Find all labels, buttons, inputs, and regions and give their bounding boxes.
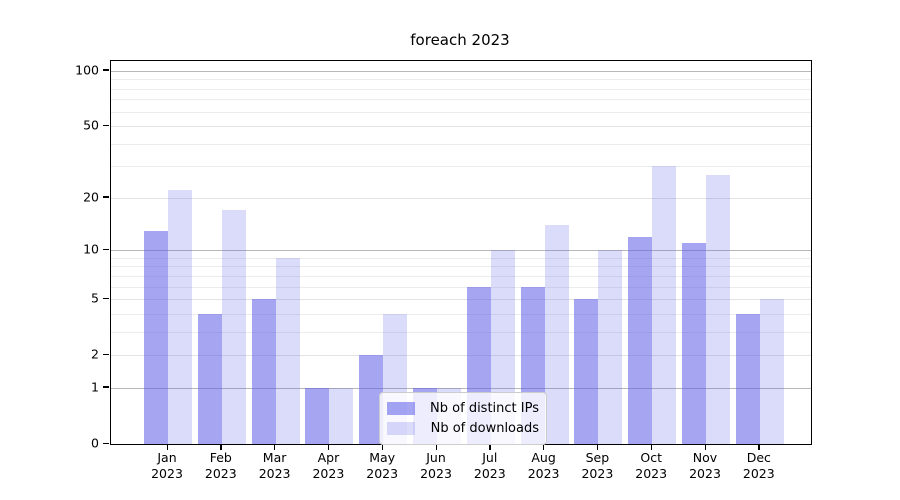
legend-swatch-icon [387,421,415,435]
legend-swatch-icon [387,401,415,415]
bar-nov-ips [682,243,706,444]
x-tick-label: Apr 2023 [312,450,345,481]
bar-oct-downloads [652,166,677,444]
minor-gridline [111,166,811,168]
bar-sep-downloads [598,250,623,444]
bar-nov-downloads [706,174,730,444]
y-tick-mark [103,69,109,71]
x-tick-mark [543,444,545,450]
minor-gridline [111,286,811,288]
legend-label: Nb of downloads [430,420,539,436]
chart-title: foreach 2023 [410,31,510,49]
y-tick-mark [103,248,109,250]
bar-mar-downloads [275,257,300,444]
major-gridline [111,299,811,301]
y-tick-mark [103,124,109,126]
bar-sep-ips [574,299,599,444]
x-tick-label: Jul 2023 [473,450,506,481]
x-tick-label: Jan 2023 [151,450,183,481]
bar-dec-downloads [759,299,784,444]
x-tick-mark [435,444,437,450]
y-tick-label: 0 [91,435,99,451]
x-tick-mark [596,444,599,450]
bar-feb-ips [197,313,222,444]
y-tick-label: 10 [83,241,99,257]
minor-gridline [111,331,811,333]
legend-row: Nb of downloads [387,418,539,438]
y-tick-mark [103,442,109,444]
bar-mar-ips [251,299,276,444]
y-tick-label: 1 [91,379,99,395]
bar-jan-ips [144,230,168,444]
x-tick-mark [274,444,276,450]
y-tick-label: 100 [75,62,99,78]
bar-apr-downloads [329,387,354,444]
minor-gridline [111,275,811,277]
major-gridline [111,126,811,128]
x-tick-mark [758,444,760,450]
legend: Nb of distinct IPs Nb of downloads [379,392,547,445]
minor-gridline [111,143,811,145]
bar-dec-ips [735,313,760,444]
minor-gridline [111,111,811,113]
bar-aug-downloads [544,225,569,444]
x-tick-mark [704,444,706,450]
minor-gridline [111,79,811,81]
x-tick-label: Jun 2023 [420,450,452,481]
x-tick-label: Nov 2023 [689,450,721,481]
y-tick-mark [103,297,109,299]
minor-gridline [111,313,811,315]
legend-label: Nb of distinct IPs [430,400,539,416]
legend-row: Nb of distinct IPs [387,398,539,418]
x-tick-mark [327,444,330,450]
plot-area: Nb of distinct IPs Nb of downloads [110,60,812,445]
major-gridline [111,387,811,389]
x-tick-mark [220,444,222,450]
x-tick-mark [489,444,491,450]
minor-gridline [111,88,811,90]
y-tick-label: 2 [91,346,99,362]
x-tick-label: Feb 2023 [204,450,237,481]
x-tick-label: Dec 2023 [742,450,775,481]
y-tick-mark [103,196,109,198]
x-tick-label: Mar 2023 [258,450,291,481]
major-gridline [111,70,811,72]
y-tick-label: 50 [83,117,99,133]
bar-jan-downloads [168,190,192,444]
bar-feb-downloads [221,210,246,444]
minor-gridline [111,257,811,259]
major-gridline [111,250,811,252]
x-tick-mark [166,444,168,450]
x-tick-label: May 2023 [366,450,399,481]
bar-oct-ips [628,236,653,444]
x-tick-label: Oct 2023 [635,450,668,481]
x-tick-label: Sep 2023 [581,450,614,481]
y-tick-mark [103,353,109,355]
y-tick-label: 20 [83,189,99,205]
x-tick-label: Aug 2023 [527,450,560,481]
minor-gridline [111,266,811,268]
x-tick-mark [381,444,383,450]
major-gridline [111,197,811,199]
minor-gridline [111,99,811,101]
major-gridline [111,355,811,357]
bar-apr-ips [305,387,330,444]
x-tick-mark [650,444,652,450]
y-tick-mark [103,386,109,388]
y-tick-label: 5 [91,290,99,306]
